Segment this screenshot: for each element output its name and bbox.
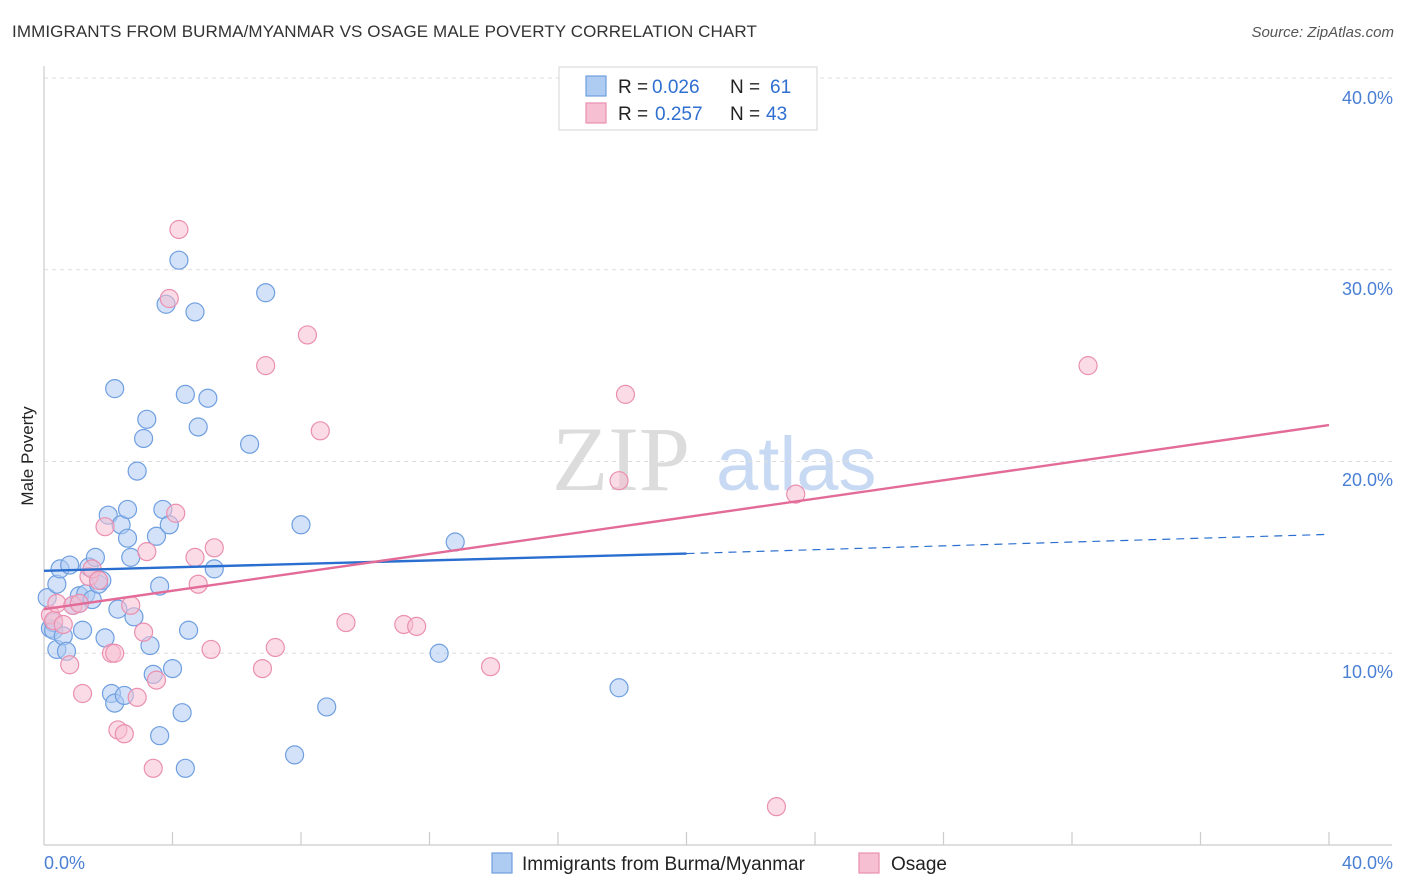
bottom-legend-label-burma: Immigrants from Burma/Myanmar	[522, 854, 806, 875]
y-tick-label-40: 40.0%	[1342, 88, 1393, 108]
legend-swatch-osage	[585, 102, 607, 124]
burma-point-55	[284, 745, 305, 765]
osage-point-32	[297, 325, 318, 345]
osage-point-37	[480, 657, 501, 677]
bottom-legend-swatch-burma	[491, 852, 513, 874]
burma-point-39	[150, 726, 170, 746]
osage-point-33	[310, 421, 330, 441]
correlation-legend: R = 0.026 N = 61 R = 0.257 N = 43	[558, 66, 818, 131]
osage-point-23	[166, 503, 186, 523]
burma-point-49	[185, 302, 205, 322]
x-axis-ticks	[171, 832, 1330, 845]
burma-point-51	[198, 388, 218, 408]
y-axis-label: Male Poverty	[18, 406, 37, 506]
osage-point-19	[137, 542, 157, 562]
osage-point-26	[188, 574, 208, 594]
burma-point-45	[172, 703, 192, 723]
osage-point-34	[336, 612, 356, 633]
legend-swatch-burma	[585, 75, 607, 97]
trend-lines	[43, 423, 1330, 611]
x-tick-label-max: 40.0%	[1342, 853, 1393, 873]
osage-point-30	[256, 356, 276, 376]
burma-point-43	[162, 658, 183, 679]
x-tick-label-min: 0.0%	[44, 853, 85, 873]
y-tick-label-20: 20.0%	[1342, 470, 1393, 490]
osage-point-29	[252, 658, 273, 679]
burma-point-34	[137, 409, 157, 429]
burma-point-13	[72, 620, 93, 640]
legend-n-value-burma: 61	[770, 77, 791, 98]
burma-point-48	[178, 620, 199, 640]
burma-point-30	[121, 547, 141, 567]
legend-r-label-osage: R =	[618, 104, 648, 125]
osage-point-24	[169, 219, 189, 240]
burma-point-29	[117, 499, 138, 520]
osage-point-11	[95, 517, 115, 537]
legend-n-label-osage: N =	[730, 104, 760, 125]
burma-point-57	[317, 697, 337, 717]
legend-n-value-osage: 43	[766, 104, 787, 125]
burma-point-38	[150, 576, 170, 596]
burma-point-47	[175, 758, 195, 778]
osage-point-25	[185, 547, 205, 567]
burma-point-52	[204, 559, 224, 579]
burma-point-56	[291, 515, 311, 535]
osage-point-3	[53, 614, 73, 635]
watermark: ZIP atlas	[552, 408, 877, 510]
burma-point-44	[169, 250, 189, 270]
burma-point-46	[175, 384, 195, 404]
osage-point-39	[615, 384, 636, 404]
legend-r-value-burma: 0.026	[652, 77, 700, 98]
burma-point-50	[188, 417, 208, 437]
burma-point-60	[609, 678, 629, 698]
osage-point-4	[60, 655, 80, 675]
source-credit: Source: ZipAtlas.com	[1251, 24, 1394, 41]
osage-point-13	[105, 643, 125, 663]
osage-point-28	[204, 538, 224, 558]
osage-point-21	[146, 670, 167, 690]
osage-point-10	[89, 570, 109, 590]
osage-point-42	[1078, 356, 1098, 376]
osage-trend-line	[43, 423, 1330, 611]
osage-point-17	[127, 687, 147, 707]
watermark-zip: ZIP	[552, 408, 690, 510]
burma-point-53	[240, 434, 260, 454]
osage-point-40	[766, 797, 787, 817]
burma-point-32	[127, 461, 147, 481]
osage-point-2	[47, 593, 67, 613]
osage-point-36	[407, 616, 427, 637]
burma-point-58	[429, 643, 449, 663]
osage-point-20	[143, 758, 163, 778]
legend-r-label-burma: R =	[618, 77, 648, 98]
burma-point-24	[105, 379, 125, 399]
bottom-legend-label-osage: Osage	[891, 854, 947, 875]
burma-trend-extension	[686, 533, 1330, 555]
osage-point-7	[72, 683, 93, 704]
chart-title: IMMIGRANTS FROM BURMA/MYANMAR VS OSAGE M…	[12, 22, 757, 41]
burma-point-54	[256, 283, 276, 303]
osage-point-27	[201, 639, 221, 660]
gridlines	[44, 77, 1392, 654]
osage-point-41	[786, 484, 806, 504]
burma-point-33	[133, 428, 154, 449]
bottom-legend-swatch-osage	[858, 852, 880, 874]
osage-point-22	[159, 288, 179, 309]
osage-point-15	[114, 724, 134, 744]
burma-point-37	[146, 526, 167, 546]
osage-point-31	[265, 637, 285, 658]
series-legend: Immigrants from Burma/Myanmar Osage	[491, 852, 947, 875]
y-tick-labels: 10.0% 20.0% 30.0% 40.0%	[1342, 88, 1393, 682]
osage-point-38	[609, 471, 629, 491]
y-tick-label-30: 30.0%	[1342, 279, 1393, 299]
y-tick-label-10: 10.0%	[1342, 662, 1393, 682]
osage-point-18	[133, 622, 154, 642]
osage-point-16	[121, 595, 141, 615]
series-burma-points	[37, 250, 629, 778]
burma-point-28	[117, 528, 138, 548]
legend-n-label-burma: N =	[730, 77, 760, 98]
legend-r-value-osage: 0.257	[655, 104, 703, 125]
